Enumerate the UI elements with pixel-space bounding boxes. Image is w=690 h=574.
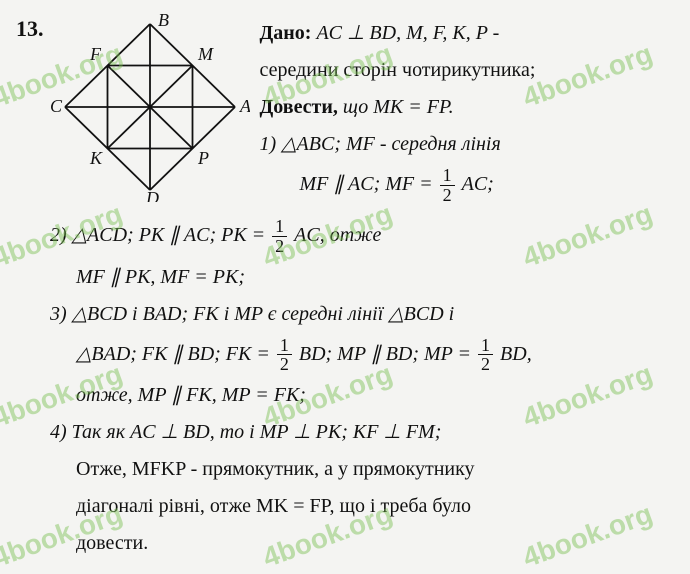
step-3b: △BAD; FK ∥ BD; FK = 12 BD; MP ∥ BD; MP =…	[16, 336, 674, 375]
svg-text:B: B	[158, 12, 169, 30]
frac-num: 1	[478, 336, 493, 356]
step-2a-right: AC, отже	[294, 224, 381, 246]
step-4d-text: довести.	[76, 532, 148, 554]
step-3a: 3) △BCD і BAD; FK і MP є середні лінії △…	[16, 299, 674, 330]
problem-header: 13. B A D C M P K F Дано: AC ⊥ BD, M, F, K, P -…	[16, 12, 674, 211]
frac-den: 2	[440, 186, 455, 205]
step-2b-text: MF ∥ PK, MF = PK;	[76, 266, 245, 288]
svg-text:A: A	[239, 96, 250, 116]
problem-statement: Дано: AC ⊥ BD, M, F, K, P - середини сто…	[260, 12, 675, 211]
given-label: Дано:	[260, 22, 312, 44]
fraction-half-2: 12	[272, 217, 287, 256]
frac-den: 2	[478, 355, 493, 374]
problem-number: 13.	[16, 16, 44, 42]
svg-text:K: K	[89, 148, 103, 168]
step-1b: MF ∥ AC; MF = 12 AC;	[260, 166, 675, 205]
step-1b-left: MF ∥ AC; MF =	[300, 173, 433, 195]
frac-num: 1	[272, 217, 287, 237]
step-4d: довести.	[16, 528, 674, 559]
geometry-figure: B A D C M P K F	[50, 12, 250, 208]
prove-label: Довести,	[260, 96, 338, 118]
fraction-half-1: 12	[440, 166, 455, 205]
step-4b: Отже, MFKP - прямокутник, а у прямокутни…	[16, 454, 674, 485]
step-2a: 2) △ACD; PK ∥ AC; PK = 12 AC, отже	[16, 217, 674, 256]
svg-text:F: F	[89, 44, 102, 64]
frac-num: 1	[440, 166, 455, 186]
prove-line: Довести, що MK = FP.	[260, 92, 675, 123]
step-3b-left: △BAD; FK ∥ BD; FK =	[76, 343, 270, 365]
prove-text: що MK = FP.	[343, 96, 454, 118]
given-text-1: AC ⊥ BD, M, F, K, P -	[316, 22, 499, 44]
step-1b-right: AC;	[462, 173, 494, 195]
given-line-1: Дано: AC ⊥ BD, M, F, K, P -	[260, 18, 675, 49]
figure-svg: B A D C M P K F	[50, 12, 250, 202]
step-3a-text: 3) △BCD і BAD; FK і MP є середні лінії △…	[50, 303, 454, 325]
fraction-half-3: 12	[277, 336, 292, 375]
svg-text:C: C	[50, 96, 63, 116]
step-1a: 1) △ABC; MF - середня лінія	[260, 129, 675, 160]
step-3b-mid: BD; MP ∥ BD; MP =	[299, 343, 471, 365]
svg-text:P: P	[197, 148, 209, 168]
step-3b-right: BD,	[500, 343, 532, 365]
svg-text:D: D	[145, 188, 159, 202]
step-4c-text: діагоналі рівні, отже MK = FP, що і треб…	[76, 495, 471, 517]
step-4c: діагоналі рівні, отже MK = FP, що і треб…	[16, 491, 674, 522]
svg-text:M: M	[197, 44, 214, 64]
step-3c-text: отже, MP ∥ FK, MP = FK;	[76, 384, 306, 406]
frac-num: 1	[277, 336, 292, 356]
frac-den: 2	[277, 355, 292, 374]
fraction-half-4: 12	[478, 336, 493, 375]
given-line-2: середини сторін чотирикутника;	[260, 55, 675, 86]
step-1a-text: 1) △ABC; MF - середня лінія	[260, 133, 501, 155]
step-4a: 4) Так як AC ⊥ BD, то і MP ⊥ PK; KF ⊥ FM…	[16, 417, 674, 448]
prove-text-i: що MK = FP.	[343, 96, 454, 118]
step-2b: MF ∥ PK, MF = PK;	[16, 262, 674, 293]
step-4b-text: Отже, MFKP - прямокутник, а у прямокутни…	[76, 458, 475, 480]
step-3c: отже, MP ∥ FK, MP = FK;	[16, 380, 674, 411]
step-2a-left: 2) △ACD; PK ∥ AC; PK =	[50, 224, 265, 246]
step-4a-text: 4) Так як AC ⊥ BD, то і MP ⊥ PK; KF ⊥ FM…	[50, 421, 441, 443]
frac-den: 2	[272, 237, 287, 256]
